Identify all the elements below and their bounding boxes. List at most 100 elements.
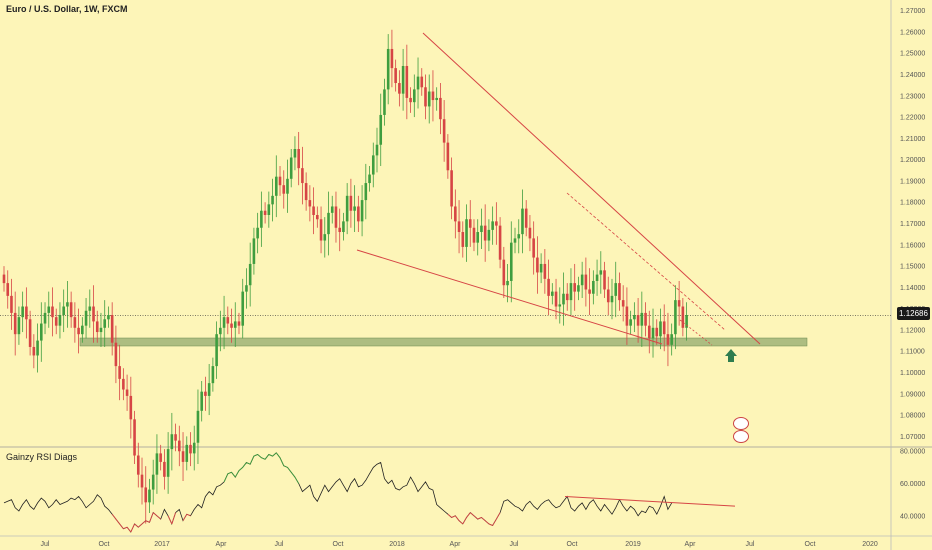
event-flag-icon[interactable] xyxy=(733,430,749,443)
y-tick-label: 1.26000 xyxy=(900,29,925,36)
y-tick-label: 1.07000 xyxy=(900,434,925,441)
candle xyxy=(107,315,110,320)
event-flag-icon[interactable] xyxy=(733,417,749,430)
candle xyxy=(282,185,286,194)
x-tick-label: 2017 xyxy=(154,541,170,548)
candle xyxy=(565,293,569,301)
candle xyxy=(159,453,162,462)
candle xyxy=(439,97,442,120)
y-tick-label: 1.12000 xyxy=(900,327,925,334)
candle xyxy=(278,176,282,186)
candle xyxy=(43,312,47,324)
x-tick-label: 2019 xyxy=(625,541,641,548)
candle xyxy=(379,114,383,145)
candle xyxy=(54,317,58,326)
candle xyxy=(260,210,263,228)
candle xyxy=(13,312,17,335)
rsi-colored-segment xyxy=(130,523,135,533)
candle xyxy=(136,455,140,475)
candle xyxy=(454,206,457,222)
candle xyxy=(543,263,547,279)
candle xyxy=(62,306,65,316)
dashed-trendline xyxy=(679,319,713,346)
candle xyxy=(595,274,599,281)
candle xyxy=(219,327,222,335)
candle xyxy=(122,378,125,390)
rsi-colored-segment xyxy=(134,523,139,528)
x-tick-label: Oct xyxy=(99,541,110,548)
candle xyxy=(200,391,203,411)
rsi-colored-segment xyxy=(268,454,273,457)
candle xyxy=(133,419,136,456)
candle xyxy=(271,195,274,205)
candle xyxy=(424,87,427,107)
candle xyxy=(178,440,181,452)
candle xyxy=(644,312,647,326)
candle xyxy=(222,317,226,328)
candle xyxy=(204,391,207,396)
y-tick-label: 1.19000 xyxy=(900,178,925,185)
candle xyxy=(241,291,245,326)
y-tick-label: 1.09000 xyxy=(900,391,925,398)
candle xyxy=(685,315,688,328)
candle xyxy=(88,306,92,311)
y-tick-label: 1.17000 xyxy=(900,221,925,228)
candle xyxy=(532,238,535,258)
rsi-colored-segment xyxy=(249,455,255,465)
rsi-colored-segment xyxy=(488,523,493,526)
candle xyxy=(398,83,401,94)
x-tick-label: Apr xyxy=(216,541,228,548)
candle xyxy=(390,48,394,69)
candle xyxy=(536,257,539,273)
x-tick-label: Jul xyxy=(746,541,755,548)
candle xyxy=(472,227,476,243)
candle xyxy=(640,312,644,326)
candle xyxy=(289,157,293,179)
candle xyxy=(233,321,237,328)
candle xyxy=(301,168,304,184)
rsi-colored-segment xyxy=(242,462,247,468)
candle xyxy=(181,451,185,462)
candle xyxy=(420,76,424,88)
candle xyxy=(480,225,483,233)
candle xyxy=(498,225,502,260)
candle xyxy=(312,206,315,215)
candle xyxy=(263,210,267,215)
candle xyxy=(17,317,21,335)
rsi-colored-segment xyxy=(115,518,120,525)
candle xyxy=(405,65,409,98)
rsi-tick-label: 80.0000 xyxy=(900,449,925,456)
candle xyxy=(588,289,591,294)
candle xyxy=(483,225,487,241)
candle xyxy=(495,221,498,226)
candle xyxy=(77,327,80,335)
candle xyxy=(621,300,625,307)
candle xyxy=(166,449,170,477)
candle xyxy=(614,283,618,296)
rsi-colored-segment xyxy=(473,515,479,520)
rsi-colored-segment xyxy=(145,520,150,523)
candle xyxy=(330,206,334,213)
candle xyxy=(562,293,565,305)
candle xyxy=(32,346,36,356)
candle xyxy=(509,242,513,281)
rsi-series-line xyxy=(3,452,673,533)
candle xyxy=(584,274,588,290)
y-tick-label: 1.24000 xyxy=(900,72,925,79)
candle xyxy=(25,306,28,320)
candle xyxy=(10,295,13,313)
candle xyxy=(506,280,509,286)
rsi-colored-segment xyxy=(234,470,240,478)
candle xyxy=(603,270,606,290)
rsi-colored-segment xyxy=(111,513,117,520)
chart-title: Euro / U.S. Dollar, 1W, FXCM xyxy=(6,4,128,14)
rsi-colored-segment xyxy=(454,515,460,521)
candle xyxy=(316,214,319,220)
candle xyxy=(286,178,289,194)
candle xyxy=(144,487,148,503)
candle xyxy=(394,68,397,84)
rsi-colored-segment xyxy=(137,523,143,528)
rsi-colored-segment xyxy=(272,452,277,457)
rsi-colored-segment xyxy=(447,513,452,518)
rsi-colored-segment xyxy=(182,514,188,521)
